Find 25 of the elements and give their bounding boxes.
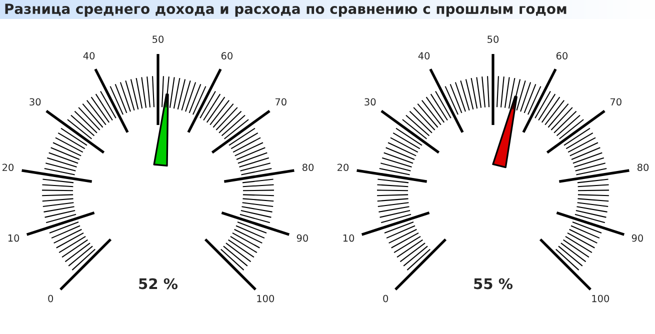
text: 30 [364, 98, 376, 106]
text: 20 [338, 164, 349, 172]
text: 10 [8, 234, 20, 242]
text: 100 [257, 294, 274, 302]
text: 20 [2, 164, 14, 172]
text: 90 [632, 234, 643, 242]
text: 30 [30, 98, 41, 106]
data-label: 55 % [474, 278, 513, 290]
text: 60 [221, 52, 232, 60]
text: 0 [383, 294, 388, 302]
text: 100 [592, 294, 610, 302]
text: 70 [610, 98, 622, 106]
text: Разница среднего дохода и расхода по сравнению с прошлым годом [5, 4, 566, 17]
text: 80 [302, 164, 314, 172]
data-label: 52 % [139, 278, 178, 290]
text: 40 [83, 52, 95, 60]
text: 0 [48, 294, 54, 302]
text: 40 [418, 52, 430, 60]
text: 10 [343, 234, 354, 242]
text: 50 [152, 36, 164, 43]
text: 80 [637, 164, 649, 172]
text: 70 [275, 98, 286, 106]
text: 50 [488, 36, 499, 43]
text: 90 [296, 234, 308, 242]
text: 60 [556, 52, 568, 60]
